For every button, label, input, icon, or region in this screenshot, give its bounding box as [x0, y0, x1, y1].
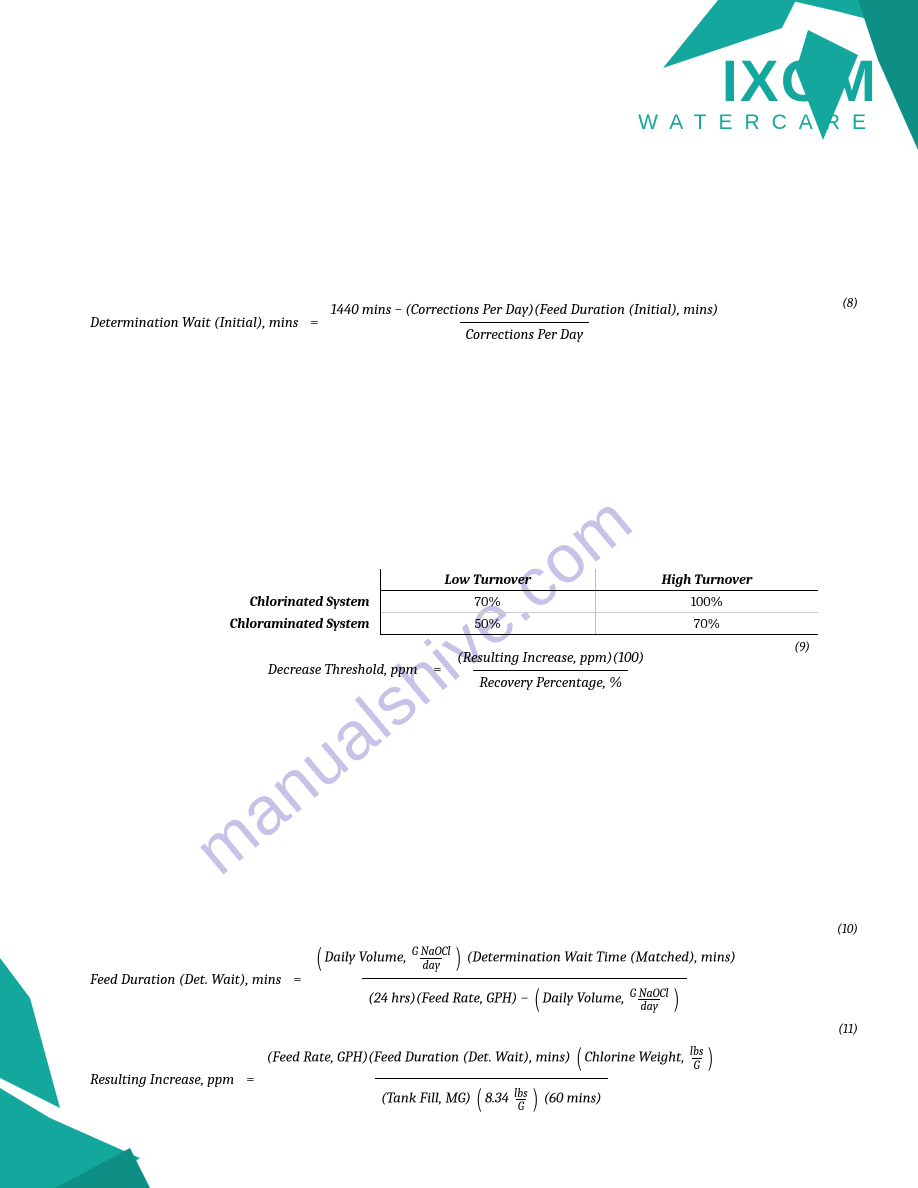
eq11-tag: (11): [838, 1022, 858, 1037]
equals-sign: =: [427, 660, 447, 678]
eq10-minifrac-1: G NaOClday: [410, 945, 453, 971]
cell-chlorinated-low: 70%: [380, 591, 595, 613]
eq11-num-b: Chlorine Weight,: [585, 1048, 685, 1066]
eq10-num-a: Daily Volume,: [324, 948, 406, 966]
row-chlorinated: Chlorinated System: [100, 591, 380, 613]
equals-sign: =: [304, 313, 324, 331]
eq10-numerator: (Daily Volume, G NaOClday) (Determinatio…: [308, 940, 742, 978]
eq11-numerator: (Feed Rate, GPH)(Feed Duration (Det. Wai…: [261, 1040, 722, 1078]
eq9-lhs: Decrease Threshold, ppm: [268, 660, 424, 678]
eq11-minifrac-2: lbsG: [512, 1087, 529, 1113]
equation-9: Decrease Threshold, ppm = (Resulting Inc…: [0, 648, 918, 692]
brand-subtitle: WATERCARE: [608, 111, 878, 135]
cell-chloraminated-low: 50%: [380, 613, 595, 635]
col-low-turnover: Low Turnover: [380, 569, 595, 591]
cell-chlorinated-high: 100%: [595, 591, 818, 613]
col-high-turnover: High Turnover: [595, 569, 818, 591]
eq9-numerator: (Resulting Increase, ppm)(100): [451, 648, 650, 670]
equals-sign: =: [240, 1070, 260, 1088]
brand-name: IXOM: [608, 54, 878, 109]
eq9-denominator: Recovery Percentage, %: [473, 670, 628, 693]
eq11-den-a: (Tank Fill, MG): [381, 1089, 471, 1107]
eq11-fraction: (Feed Rate, GPH)(Feed Duration (Det. Wai…: [261, 1040, 722, 1118]
turnover-table: Low Turnover High Turnover Chlorinated S…: [100, 569, 818, 635]
eq10-den-a: (24 hrs)(Feed Rate, GPH) −: [368, 989, 528, 1007]
eq10-num-b: (Determination Wait Time (Matched), mins…: [467, 948, 736, 966]
eq10-fraction: (Daily Volume, G NaOClday) (Determinatio…: [308, 940, 742, 1018]
eq8-denominator: Corrections Per Day: [460, 322, 590, 345]
eq9-tag: (9): [794, 640, 810, 655]
equals-sign: =: [287, 970, 307, 988]
table-corner: [100, 569, 380, 591]
equation-11: Resulting Increase, ppm = (Feed Rate, GP…: [90, 1040, 858, 1118]
equation-8: Determination Wait (Initial), mins = 144…: [90, 300, 858, 344]
eq10-denominator: (24 hrs)(Feed Rate, GPH) − (Daily Volume…: [362, 978, 687, 1017]
eq8-lhs: Determination Wait (Initial), mins: [90, 313, 304, 331]
eq8-numerator: 1440 mins − (Corrections Per Day)(Feed D…: [325, 300, 725, 322]
eq10-minifrac-2: G NaOClday: [628, 987, 671, 1013]
brand-logo: IXOM WATERCARE: [608, 54, 878, 135]
eq11-denominator: (Tank Fill, MG) (8.34 lbsG) (60 mins): [375, 1078, 608, 1117]
row-chloraminated: Chloraminated System: [100, 613, 380, 635]
eq11-den-b: 8.34: [485, 1089, 509, 1107]
document-page: IXOM WATERCARE manualshive.com Determina…: [0, 0, 918, 1188]
equation-10: Feed Duration (Det. Wait), mins = (Daily…: [90, 940, 858, 1018]
eq10-tag: (10): [837, 922, 858, 937]
eq11-minifrac-1: lbsG: [688, 1045, 705, 1071]
eq11-den-c: (60 mins): [544, 1089, 602, 1107]
cell-chloraminated-high: 70%: [595, 613, 818, 635]
eq11-num-a: (Feed Rate, GPH)(Feed Duration (Det. Wai…: [267, 1048, 571, 1066]
eq9-fraction: (Resulting Increase, ppm)(100) Recovery …: [451, 648, 650, 692]
decor-shard-bottom: [0, 958, 200, 1188]
eq8-fraction: 1440 mins − (Corrections Per Day)(Feed D…: [325, 300, 725, 344]
eq8-tag: (8): [842, 296, 858, 311]
eq10-den-b: Daily Volume,: [542, 989, 624, 1007]
